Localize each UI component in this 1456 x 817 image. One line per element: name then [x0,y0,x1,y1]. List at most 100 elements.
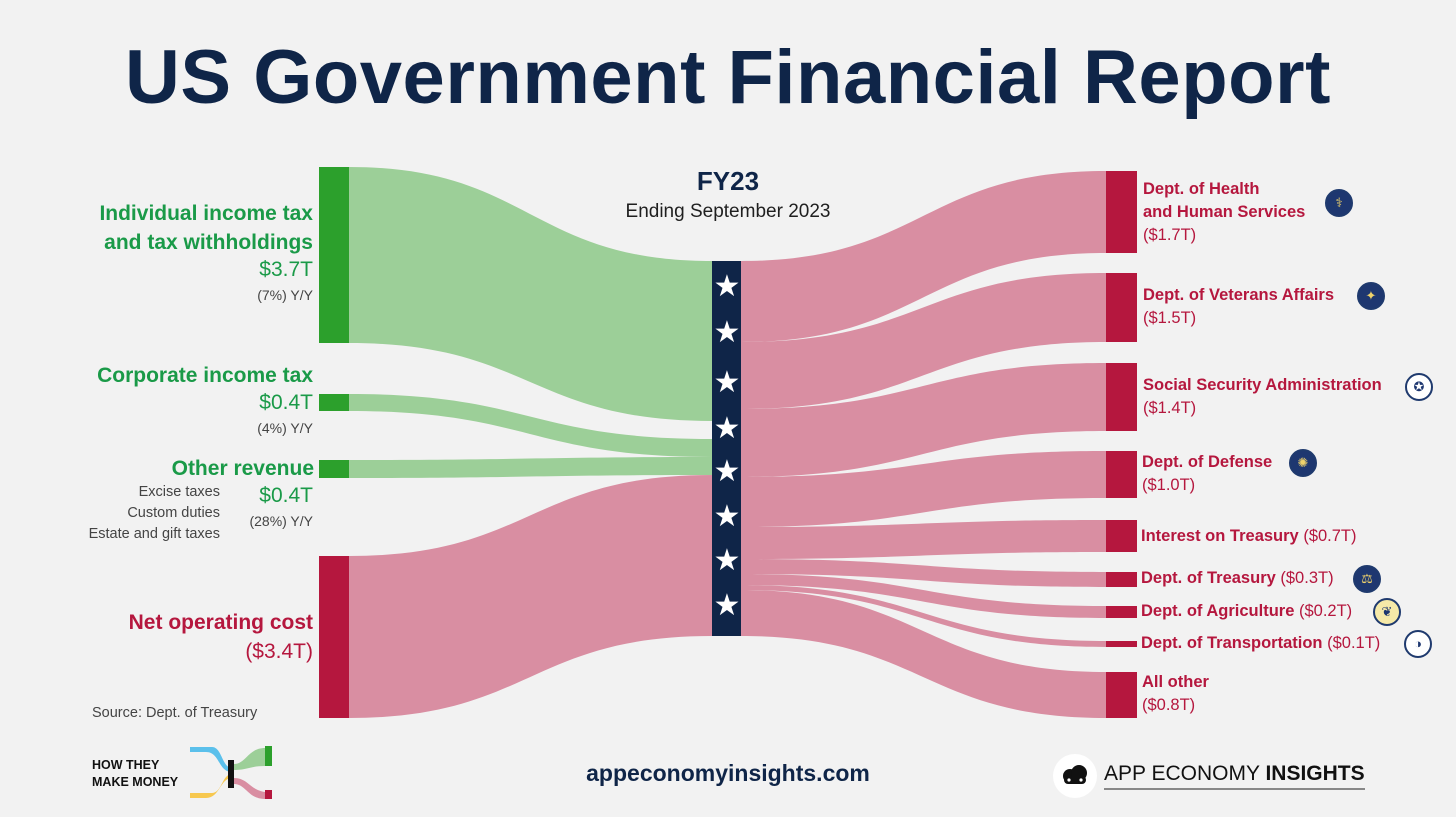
star-icon: ★ [714,411,741,446]
dest-name: Dept. of Treasury [1141,569,1276,587]
dest-value: ($1.0T) [1142,476,1196,494]
individual-income-tax-value: $3.7T [259,258,313,281]
flow-net-operating-cost [349,475,712,718]
star-icon: ★ [714,315,741,350]
dod-seal-icon: ✺ [1289,449,1317,477]
star-icon: ★ [714,499,741,534]
individual-income-tax-label: Individual income tax and tax withholdin… [40,199,313,257]
node-total-center [712,261,741,636]
brand-line: HOW THEY [92,758,160,772]
node-agriculture [1106,606,1137,618]
fiscal-year-label: FY23 [696,166,760,196]
node-va [1106,273,1137,342]
node-other-revenue [319,460,349,478]
fiscal-year-subtitle: Ending September 2023 [625,201,831,222]
brand-line: MAKE MONEY [92,775,179,789]
dest-value: ($1.5T) [1143,309,1197,327]
example-item: Custom duties [127,505,220,521]
dest-name: Dept. of Agriculture [1141,602,1295,620]
other-revenue-yoy: (28%) Y/Y [249,513,313,529]
dest-name: and Human Services [1143,203,1306,221]
dest-name: Social Security Administration [1143,376,1382,394]
flow-all-other [741,590,1106,718]
dest-transportation: Dept. of Transportation ($0.1T) [1141,632,1380,655]
footer-url-link[interactable]: appeconomyinsights.com [586,760,870,786]
example-item: Estate and gift taxes [88,526,220,542]
dest-ssa: Social Security Administration ($1.4T) [1143,374,1382,420]
flow-agriculture [741,574,1106,618]
brand-bold: INSIGHTS [1265,762,1365,785]
net-operating-cost-value: ($3.4T) [245,640,313,663]
va-seal-icon: ✦ [1357,282,1385,310]
flow-treasury [741,559,1106,587]
hhs-seal-icon: ⚕ [1325,189,1353,217]
node-interest [1106,520,1137,552]
dest-name: Dept. of Defense [1142,453,1273,471]
node-all-other [1106,672,1137,718]
dest-name: Dept. of Health [1143,180,1260,198]
center-stars: ★ ★ ★ ★ ★ ★ ★ ★ [714,269,741,623]
dest-name: Dept. of Transportation [1141,634,1323,652]
how-they-make-money-brand: HOW THEY MAKE MONEY [92,757,178,791]
dest-value: ($1.7T) [1143,226,1197,244]
node-corporate-income-tax [319,394,349,411]
dest-value: ($0.7T) [1303,527,1357,545]
node-individual-income-tax [319,167,349,343]
corporate-income-tax-label: Corporate income tax [97,364,313,387]
star-icon: ★ [714,365,741,400]
node-hhs [1106,171,1137,253]
dot-seal-icon: ◑ [1404,630,1432,658]
node-ssa [1106,363,1137,431]
flow-va [741,273,1106,409]
flow-interest [741,520,1106,559]
dest-interest: Interest on Treasury ($0.7T) [1141,525,1357,548]
star-icon: ★ [714,588,741,623]
dest-treasury: Dept. of Treasury ($0.3T) [1141,567,1334,590]
individual-income-tax-yoy: (7%) Y/Y [257,287,313,303]
flow-other-revenue [349,457,712,478]
dest-value: ($1.4T) [1143,399,1197,417]
node-dod [1106,451,1137,498]
other-revenue-label: Other revenue [171,457,314,480]
other-revenue-examples: Excise taxes Custom duties Estate and gi… [20,482,220,545]
node-net-operating-cost [319,556,349,718]
flow-transportation [741,585,1106,647]
dest-all-other: All other ($0.8T) [1142,671,1209,717]
dest-value: ($0.2T) [1298,602,1353,620]
corporate-income-tax-value: $0.4T [259,391,313,414]
star-icon: ★ [714,454,741,489]
flow-dod [741,451,1106,527]
dest-name: Interest on Treasury [1141,527,1299,545]
source-note: Source: Dept. of Treasury [92,705,258,721]
other-revenue-value: $0.4T [259,484,313,507]
star-icon: ★ [714,269,741,304]
example-item: Excise taxes [138,484,220,500]
flow-corporate-income-tax [349,394,712,457]
how-they-make-money-logo-icon [190,746,272,799]
treasury-seal-icon: ⚖ [1353,565,1381,593]
node-treasury [1106,572,1137,587]
star-icon: ★ [714,543,741,578]
flow-hhs [741,171,1106,342]
dest-value: ($0.8T) [1142,696,1196,714]
dest-dod: Dept. of Defense ($1.0T) [1142,451,1272,497]
dest-name: All other [1142,673,1209,691]
dest-agriculture: Dept. of Agriculture ($0.2T) [1141,600,1352,623]
dest-value: ($0.3T) [1280,569,1334,587]
app-economy-insights-brand: APP ECONOMY INSIGHTS [1104,762,1365,790]
flow-individual-income-tax [349,167,712,421]
usda-seal-icon: ❦ [1373,598,1401,626]
label-line: Individual income tax [99,202,313,225]
brand-regular: APP ECONOMY [1104,762,1260,785]
corporate-income-tax-yoy: (4%) Y/Y [257,420,313,436]
dest-hhs: Dept. of Health and Human Services ($1.7… [1143,178,1305,247]
dest-value: ($0.1T) [1327,634,1381,652]
dest-name: Dept. of Veterans Affairs [1143,286,1335,304]
app-economy-insights-logo-icon [1053,754,1097,798]
ssa-seal-icon: ✪ [1405,373,1433,401]
label-line: and tax withholdings [104,231,313,254]
node-transportation [1106,641,1137,647]
flow-ssa [741,363,1106,477]
page-title: US Government Financial Report [125,35,1331,120]
